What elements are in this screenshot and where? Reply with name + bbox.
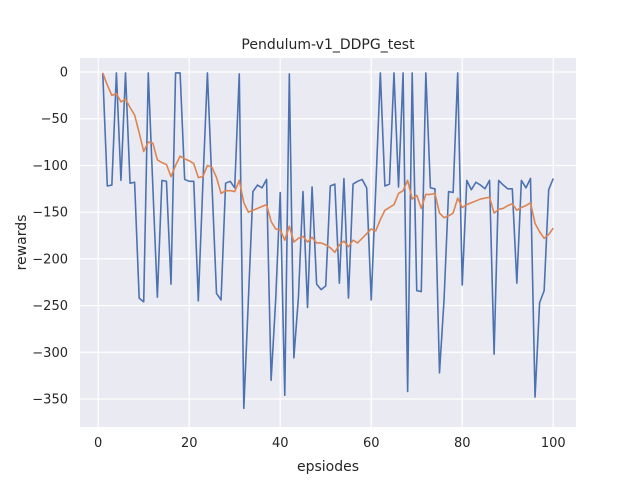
series-line-1 xyxy=(101,72,554,410)
x-tick-label: 20 xyxy=(181,436,198,451)
x-tick-label: 80 xyxy=(454,436,471,451)
x-tick-labels: 0 20 40 60 80 100 xyxy=(94,436,566,451)
y-tick-label: −300 xyxy=(32,346,68,361)
x-tick-label: 60 xyxy=(363,436,380,451)
y-tick-label: −350 xyxy=(32,392,68,407)
y-tick-label: −150 xyxy=(32,206,68,221)
x-tick-label: 0 xyxy=(94,436,102,451)
x-tick-label: 40 xyxy=(272,436,289,451)
y-tick-label: −200 xyxy=(32,252,68,267)
y-tick-label: −50 xyxy=(41,112,68,127)
series-line-2 xyxy=(102,72,554,254)
y-tick-label: 0 xyxy=(60,66,68,81)
chart-title: Pendulum-v1_DDPG_test xyxy=(241,37,415,53)
y-tick-labels: 0 −50 −100 −150 −200 −250 −300 −350 xyxy=(32,66,68,408)
x-tick-label: 100 xyxy=(541,436,566,451)
x-axis-label: epsiodes xyxy=(297,459,359,475)
series-layer xyxy=(101,72,554,410)
y-tick-label: −250 xyxy=(32,299,68,314)
y-axis-label: rewards xyxy=(14,215,30,271)
y-tick-label: −100 xyxy=(32,159,68,174)
